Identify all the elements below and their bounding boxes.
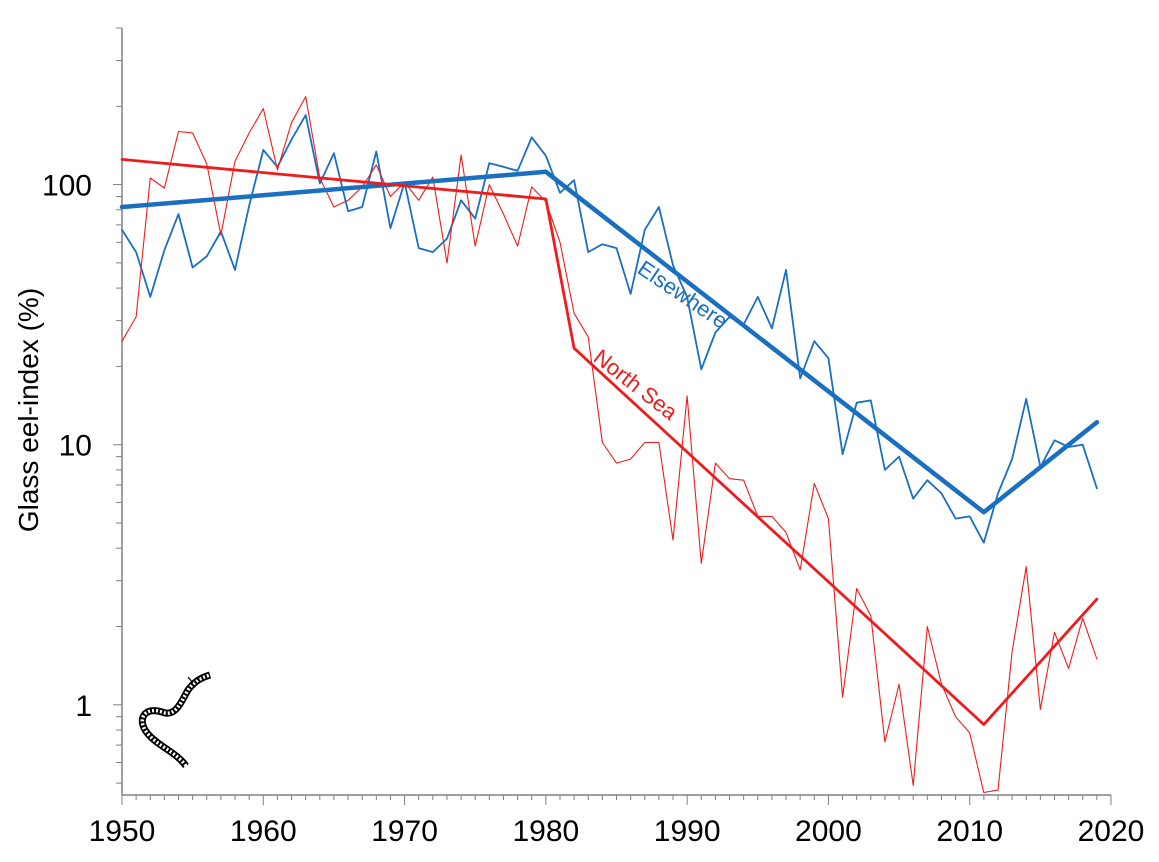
- series-layer: Elsewhere North Sea: [119, 96, 1100, 794]
- x-tick-label: 1960: [230, 815, 297, 848]
- x-tick-label: 1980: [512, 815, 579, 848]
- elsewhere-series-label: Elsewhere: [633, 255, 732, 333]
- x-tick-label: 1970: [371, 815, 438, 848]
- north-sea-series-label: North Sea: [589, 344, 683, 425]
- axes: 1 10 100 1950 1960 1970 1980 1990 2000 2010 2020: [42, 27, 1145, 848]
- y-tick-label: 10: [59, 430, 92, 463]
- x-tick-label: 2000: [795, 815, 862, 848]
- x-tick-label: 2020: [1078, 815, 1145, 848]
- y-axis-title: Glass eel-index (%): [13, 288, 44, 532]
- eel-icon: [138, 671, 212, 769]
- y-tick-label: 1: [75, 690, 92, 723]
- elsewhere-observed-line: [121, 114, 1098, 544]
- x-tick-label: 1950: [89, 815, 156, 848]
- north-sea-trend-line: [120, 157, 1099, 726]
- x-tick-label: 2010: [936, 815, 1003, 848]
- north-sea-observed-line: [121, 96, 1098, 794]
- y-tick-label: 100: [42, 170, 92, 203]
- elsewhere-trend-line: [119, 169, 1100, 515]
- x-tick-label: 1990: [654, 815, 721, 848]
